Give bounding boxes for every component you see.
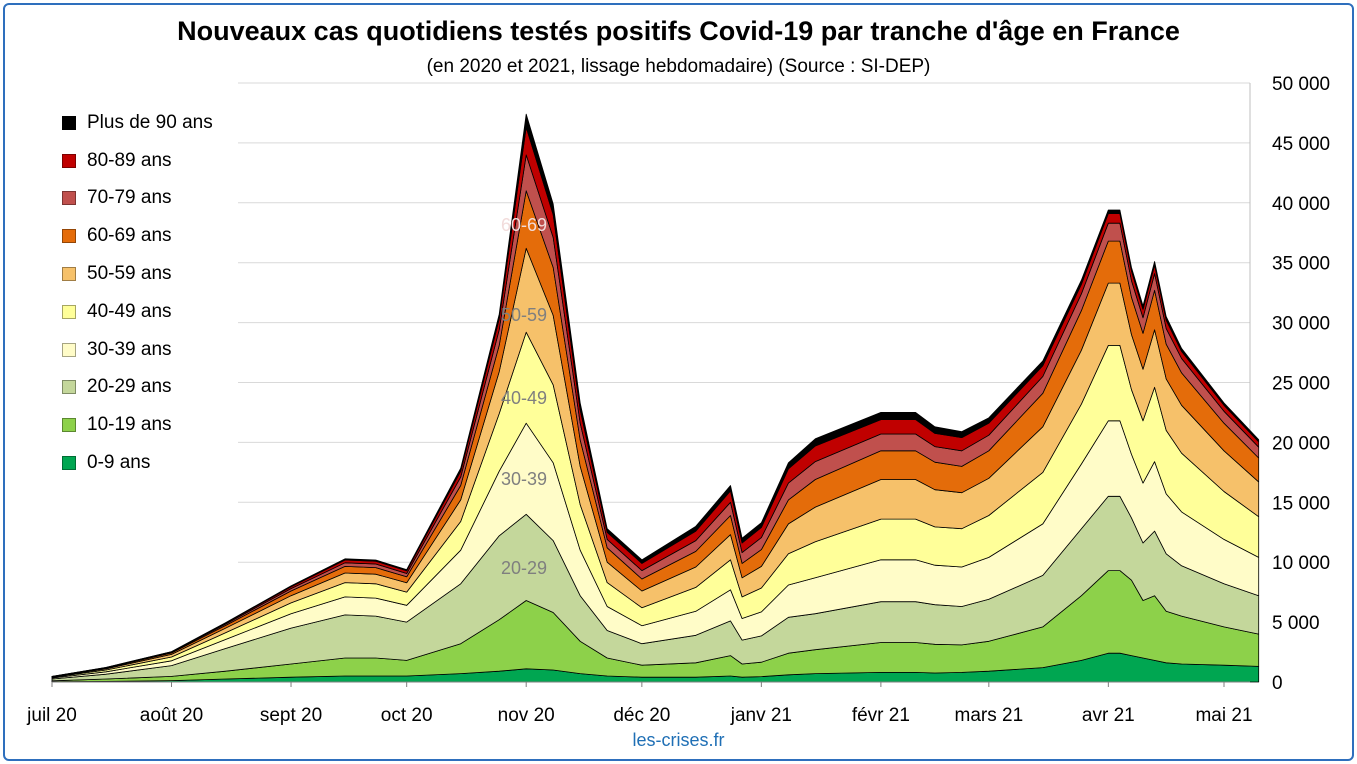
x-tick-label: janv 21 [730, 705, 792, 726]
legend-item: 30-39 ans [62, 331, 213, 369]
legend-label: 40-49 ans [87, 300, 172, 322]
legend-label: 0-9 ans [87, 452, 151, 474]
y-tick-label: 40 000 [1272, 194, 1330, 215]
y-tick-label: 20 000 [1272, 433, 1330, 454]
legend-swatch [62, 304, 76, 319]
legend-item: 70-79 ans [62, 180, 213, 218]
x-tick-label: nov 20 [498, 705, 555, 726]
legend-item: 40-49 ans [62, 293, 213, 331]
legend-label: 50-59 ans [87, 263, 172, 285]
legend-item: 60-69 ans [62, 217, 213, 255]
legend-swatch [62, 191, 76, 206]
area-plus-de-90-ans [51, 113, 1260, 677]
legend-item: 10-19 ans [62, 406, 213, 444]
y-tick-label: 5 000 [1272, 613, 1320, 634]
legend-swatch [62, 229, 76, 244]
y-tick-label: 35 000 [1272, 254, 1330, 275]
legend-item: 20-29 ans [62, 369, 213, 407]
x-tick-label: févr 21 [852, 705, 910, 726]
legend-swatch [62, 267, 76, 282]
y-tick-label: 10 000 [1272, 553, 1330, 574]
y-tick-label: 30 000 [1272, 314, 1330, 335]
legend-swatch [62, 456, 76, 471]
legend-swatch [62, 153, 76, 168]
legend-swatch [62, 418, 76, 433]
source-credit: les-crises.fr [632, 730, 725, 750]
y-tick-label: 15 000 [1272, 493, 1330, 514]
legend-label: 10-19 ans [87, 414, 172, 436]
legend-item: 80-89 ans [62, 142, 213, 180]
x-tick-label: déc 20 [613, 705, 670, 726]
x-tick-label: mai 21 [1195, 705, 1252, 726]
legend-label: 80-89 ans [87, 149, 172, 171]
chart-annotation: 30-39 [501, 469, 547, 489]
x-tick-label: sept 20 [260, 705, 322, 726]
legend-label: 70-79 ans [87, 187, 172, 209]
y-tick-label: 0 [1272, 673, 1283, 694]
legend-label: 20-29 ans [87, 376, 172, 398]
x-tick-label: mars 21 [955, 705, 1024, 726]
legend-item: 50-59 ans [62, 255, 213, 293]
legend-label: 30-39 ans [87, 338, 172, 360]
y-tick-label: 45 000 [1272, 134, 1330, 155]
y-tick-label: 50 000 [1272, 74, 1330, 95]
chart-annotation: 60-69 [501, 215, 547, 235]
chart-annotation: 40-49 [501, 388, 547, 408]
legend-swatch [62, 380, 76, 395]
y-tick-label: 25 000 [1272, 374, 1330, 395]
x-tick-label: avr 21 [1082, 705, 1135, 726]
x-tick-label: juil 20 [26, 705, 77, 726]
chart-legend: Plus de 90 ans 80-89 ans 70-79 ans 60-69 an… [62, 104, 213, 482]
x-tick-label: oct 20 [381, 705, 433, 726]
legend-item: Plus de 90 ans [62, 104, 213, 142]
legend-label: Plus de 90 ans [87, 111, 213, 133]
x-tick-label: août 20 [140, 705, 203, 726]
chart-annotation: 20-29 [501, 558, 547, 578]
legend-item: 0-9 ans [62, 444, 213, 482]
chart-subtitle: (en 2020 et 2021, lissage hebdomadaire) … [426, 56, 931, 77]
legend-swatch [62, 115, 76, 130]
legend-label: 60-69 ans [87, 225, 172, 247]
chart-annotation: 50-59 [501, 305, 547, 325]
chart-title: Nouveaux cas quotidiens testés positifs … [177, 16, 1180, 46]
legend-swatch [62, 342, 76, 357]
